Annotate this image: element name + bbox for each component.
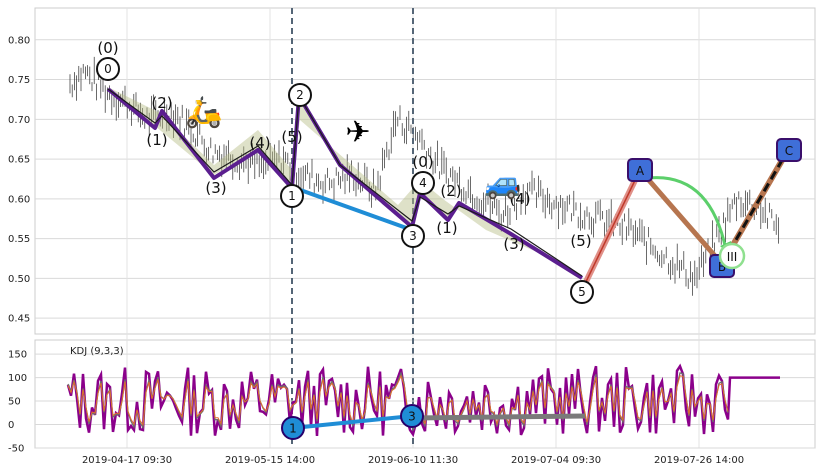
roman-marker: III <box>718 242 746 270</box>
sub-wave-label: (2) <box>440 182 461 200</box>
wave-marker-label: 0 <box>104 62 112 76</box>
kdj-y-tick-label: 50 <box>8 397 21 408</box>
x-ticks: 2019-04-17 09:30 2019-05-15 14:00 2019-06-… <box>82 455 744 466</box>
sub-wave-label: (4) <box>509 190 530 208</box>
kdj-marker-circle <box>281 416 305 440</box>
sub-wave-label: (4) <box>249 134 270 152</box>
abc-marker-label: C <box>785 144 793 158</box>
kdj-panel-frame <box>34 339 816 449</box>
main-y-tick-label: 0.80 <box>8 35 30 46</box>
wave-marker-top-label: (0) <box>412 153 433 171</box>
main-y-tick-label: 0.75 <box>8 75 30 86</box>
kdj-title: KDJ (9,3,3) <box>70 346 124 357</box>
wave-marker-label: 1 <box>288 189 296 203</box>
x-tick-label: 2019-05-15 14:00 <box>225 455 315 466</box>
kdj-marker-label: 1 <box>289 422 297 436</box>
kdj-y-tick-label: 100 <box>8 373 27 384</box>
sub-wave-label: (1) <box>436 219 457 237</box>
wave-markers: 0 (0) 1 2 3 4 (0) 5 <box>96 39 594 304</box>
kdj-line-purple <box>66 363 780 438</box>
sub-wave-label: (2) <box>151 94 172 112</box>
abc-marker-box <box>627 158 653 182</box>
wave-marker-circle <box>96 57 120 81</box>
wave-marker-label: 2 <box>296 88 304 102</box>
roman-marker-label: III <box>727 250 738 264</box>
main-panel-frame <box>34 7 816 335</box>
main-y-tick-label: 0.70 <box>8 115 30 126</box>
wave-marker-circle <box>288 83 312 107</box>
kdj-marker-circle <box>400 404 424 428</box>
abc-path-down <box>638 168 724 266</box>
sub-wave-label: (3) <box>205 179 226 197</box>
main-y-tick-label: 0.45 <box>8 314 30 325</box>
sub-wave-label: (1) <box>146 131 167 149</box>
wave-marker-circle <box>411 171 435 195</box>
kdj-y-tick-label: 150 <box>8 350 27 361</box>
emoji-icons: 🛵 ✈ 🚙 <box>185 95 521 201</box>
kdj-y-tick-label: -50 <box>8 444 24 455</box>
abc-marker-label: A <box>636 164 645 178</box>
main-y-tick-label: 0.60 <box>8 194 30 205</box>
price-bars <box>69 56 779 296</box>
wave-marker-circle <box>280 184 304 208</box>
x-tick-label: 2019-04-17 09:30 <box>82 455 172 466</box>
wave-marker-label: 5 <box>578 285 586 299</box>
x-tick-label: 2019-07-04 09:30 <box>511 455 601 466</box>
abc-path-up-inner <box>581 169 641 291</box>
main-y-tick-label: 0.65 <box>8 155 30 166</box>
main-y-tick-label: 0.55 <box>8 234 30 245</box>
emoji-icon: 🚙 <box>484 166 521 201</box>
emoji-icon: 🛵 <box>185 95 222 130</box>
kdj-markers: 13 <box>281 404 424 440</box>
green-curved-arrow <box>647 176 728 251</box>
roman-marker-circle <box>718 242 746 270</box>
abc-marker-box <box>776 138 802 162</box>
kdj-line-orange <box>67 374 729 429</box>
kdj-marker-label: 3 <box>408 410 416 424</box>
abc-markers: A B C <box>627 138 802 278</box>
kdj-y-tick-label: 0 <box>8 420 14 431</box>
sub-wave-labels: (2) (1) (3) (4) (5) (2) (1) (4) (3) (5) <box>146 94 591 253</box>
abc-marker-label: B <box>718 260 726 274</box>
sub-wave-label: (5) <box>281 128 302 146</box>
wave-marker-circle <box>570 280 594 304</box>
kdj-connector-grey <box>412 413 586 421</box>
sub-wave-label: (5) <box>570 232 591 250</box>
sub-wave-label: (3) <box>503 235 524 253</box>
wave-marker-top-label: (0) <box>97 39 118 57</box>
wave-connector-blue <box>291 185 413 232</box>
x-tick-label: 2019-06-10 11:30 <box>368 455 458 466</box>
kdj-connector-blue <box>292 414 413 430</box>
x-tick-label: 2019-07-26 14:00 <box>654 455 744 466</box>
main-y-tick-label: 0.50 <box>8 274 30 285</box>
emoji-icon: ✈ <box>345 115 370 150</box>
wave-marker-label: 4 <box>419 176 427 190</box>
wave-marker-label: 3 <box>409 229 417 243</box>
main-y-ticks: 0.45 0.50 0.55 0.60 0.65 0.70 0.75 0.80 <box>8 35 30 324</box>
wave-path-black <box>107 88 583 277</box>
kdj-y-ticks: -50 0 50 100 150 <box>8 350 27 455</box>
wave-marker-circle <box>401 224 425 248</box>
